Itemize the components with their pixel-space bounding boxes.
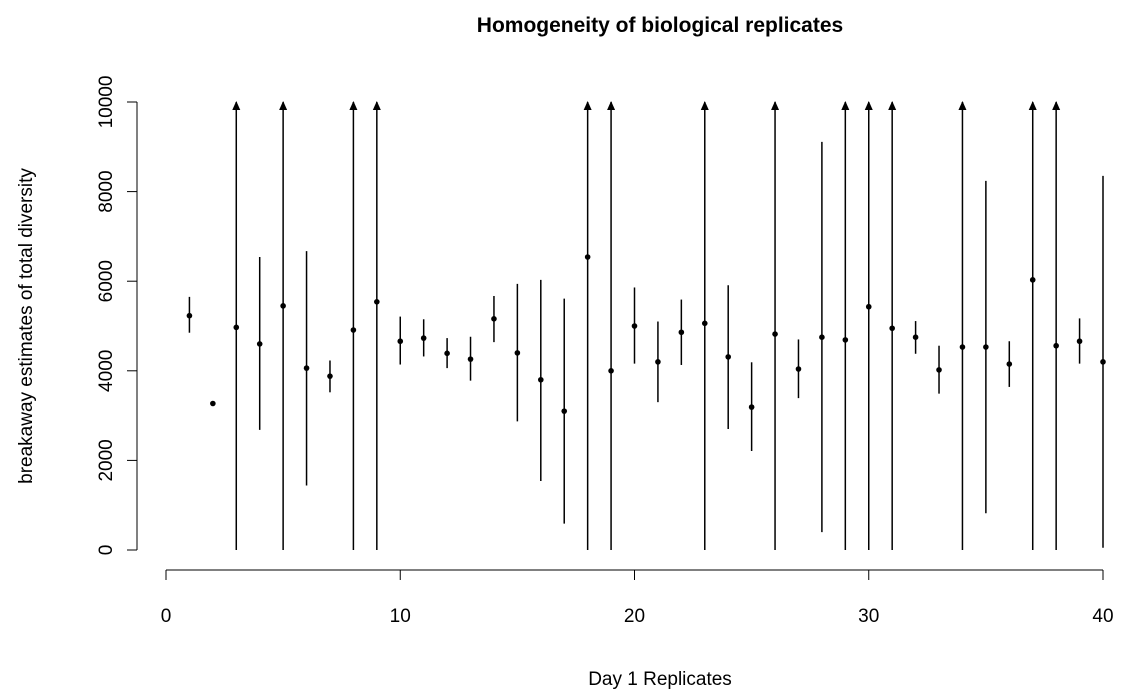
point [491, 316, 497, 322]
point [936, 367, 942, 373]
x-tick-label: 20 [624, 606, 645, 627]
point [350, 327, 357, 333]
point [1076, 338, 1083, 345]
point [1100, 359, 1106, 365]
point [983, 344, 989, 350]
point [865, 303, 872, 310]
y-tick-label: 8000 [96, 170, 117, 212]
arrow-head [232, 101, 241, 110]
x-tick-label: 30 [858, 606, 879, 627]
y-tick-label: 6000 [96, 260, 117, 302]
point [678, 329, 685, 336]
point [655, 359, 661, 365]
arrow-head [958, 101, 967, 110]
arrow-head [607, 101, 616, 110]
arrow-head [279, 101, 288, 110]
point [842, 337, 849, 343]
y-axis-label: breakaway estimates of total diversity [16, 168, 37, 484]
point [303, 365, 310, 371]
x-tick-label: 10 [390, 606, 411, 627]
point [1006, 361, 1013, 367]
arrow-head [864, 101, 873, 110]
point [397, 338, 404, 345]
chart-title: Homogeneity of biological replicates [477, 14, 843, 37]
point [959, 344, 966, 350]
point [538, 376, 544, 383]
point [444, 350, 450, 357]
point [186, 312, 193, 319]
point [772, 331, 778, 337]
point [514, 350, 521, 356]
point [912, 334, 919, 341]
point [420, 335, 427, 341]
y-tick-label: 4000 [96, 350, 117, 392]
point [584, 254, 591, 260]
arrow-head [372, 101, 381, 110]
point [327, 373, 333, 379]
arrow-head [841, 101, 850, 110]
point [795, 366, 802, 372]
point [608, 368, 614, 374]
y-tick-label: 2000 [96, 439, 117, 481]
point [1029, 277, 1036, 283]
point [210, 400, 216, 407]
point [374, 299, 380, 305]
point [701, 320, 708, 327]
arrow-head [1028, 101, 1037, 110]
arrow-head [583, 101, 592, 110]
point [631, 323, 638, 329]
point [748, 404, 755, 410]
point [889, 325, 895, 332]
point [467, 356, 474, 362]
point [561, 408, 568, 414]
arrow-head [771, 101, 780, 110]
x-tick-label: 0 [161, 606, 172, 627]
point [819, 334, 825, 341]
arrow-head [700, 101, 709, 110]
x-tick-label: 40 [1092, 606, 1113, 627]
point [725, 354, 731, 360]
arrow-head [888, 101, 897, 110]
x-axis-label: Day 1 Replicates [588, 669, 732, 690]
point [233, 324, 240, 331]
point [1053, 342, 1059, 349]
point [280, 303, 286, 309]
arrow-head [1052, 101, 1061, 110]
arrow-head [349, 101, 358, 110]
y-tick-label: 0 [96, 545, 117, 556]
point [256, 341, 263, 347]
y-tick-label: 10000 [96, 76, 117, 129]
